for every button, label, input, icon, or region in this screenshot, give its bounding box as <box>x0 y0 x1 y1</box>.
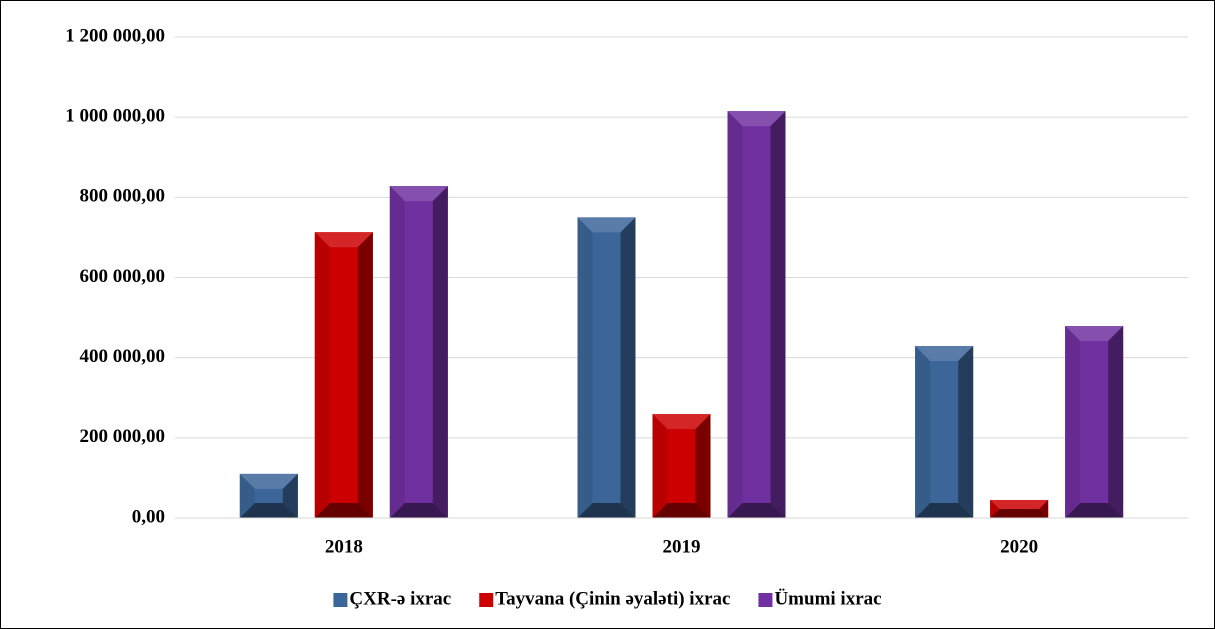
bar-bevel <box>990 499 1049 509</box>
bar-bevel <box>652 414 668 518</box>
y-tick-label: 1 200 000,00 <box>65 25 165 46</box>
y-tick-label: 0,00 <box>132 506 165 527</box>
bar-bevel <box>727 111 786 127</box>
bar-bevel <box>727 503 786 518</box>
bar-bevel <box>727 111 743 518</box>
bar-bevel <box>1065 326 1124 342</box>
bar-group <box>1065 326 1124 518</box>
bar-bevel <box>770 111 786 518</box>
legend-label: Tayvana (Çinin əyaləti) ixrac <box>495 588 730 609</box>
bar-group <box>652 414 711 518</box>
bar-bevel <box>915 346 974 362</box>
bar-bevel <box>990 499 1000 518</box>
bar-bevel <box>652 503 711 518</box>
bar-bevel <box>915 503 974 518</box>
bar-bevel <box>915 346 931 518</box>
bar-bevel <box>314 232 373 248</box>
bar-group <box>314 232 373 519</box>
bar-bevel <box>282 473 298 518</box>
bar-group <box>915 346 974 518</box>
bar-bevel <box>314 503 373 518</box>
legend-label: Ümumi ixrac <box>774 588 881 609</box>
bar-bevel <box>577 503 636 518</box>
x-tick-label: 2018 <box>325 536 363 557</box>
x-tick-label: 2020 <box>1000 536 1038 557</box>
bar-bevel <box>958 346 974 518</box>
bar-bevel <box>577 217 593 518</box>
bar-bevel <box>389 186 405 519</box>
y-tick-label: 400 000,00 <box>80 346 166 367</box>
x-tick-label: 2019 <box>663 536 701 557</box>
legend-swatch <box>758 593 773 607</box>
y-tick-label: 1 000 000,00 <box>65 106 165 127</box>
bar-group <box>239 473 298 518</box>
bar-bevel <box>239 473 298 489</box>
bar-bevel <box>1108 326 1124 518</box>
legend-swatch <box>479 593 494 607</box>
bar-bevel <box>239 503 298 518</box>
y-tick-label: 800 000,00 <box>80 186 166 207</box>
bar-group <box>990 499 1049 518</box>
y-tick-label: 200 000,00 <box>80 426 166 447</box>
legend-swatch <box>333 593 348 607</box>
legend-label: ÇXR-ə ixrac <box>349 588 451 609</box>
bar-bevel <box>695 414 711 518</box>
bar-bevel <box>620 217 636 518</box>
bar-bevel <box>990 508 1049 518</box>
bar-bevel <box>239 473 255 518</box>
bar-bevel <box>1065 326 1081 518</box>
bar-bevel <box>389 503 448 518</box>
bar-bevel <box>1039 499 1049 518</box>
bar-group <box>389 186 448 519</box>
bar-bevel <box>314 232 330 519</box>
bar-group <box>577 217 636 518</box>
legend: ÇXR-ə ixrac Tayvana (Çinin əyaləti) ixrac… <box>333 588 882 609</box>
bar-bevel <box>577 217 636 233</box>
bar-bevel <box>652 414 711 430</box>
bar-bevel <box>389 186 448 202</box>
y-tick-label: 600 000,00 <box>80 266 166 287</box>
bar-bevel <box>432 186 448 519</box>
bar-bevel <box>357 232 373 519</box>
bar-group <box>727 111 786 518</box>
bar-bevel <box>1065 503 1124 518</box>
